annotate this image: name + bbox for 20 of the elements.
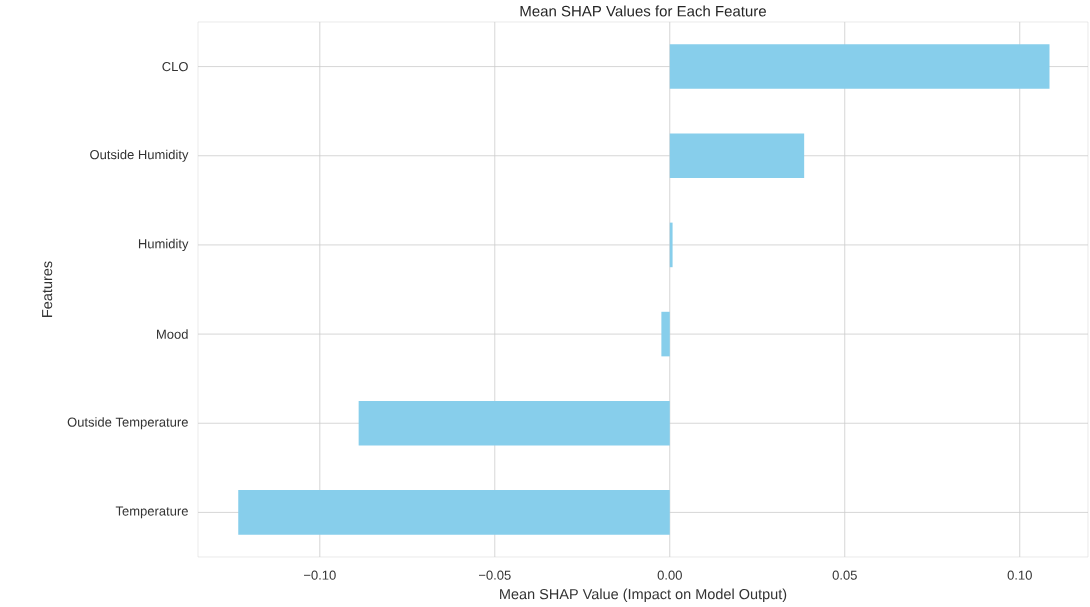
bar (661, 311, 670, 357)
x-tick-label: 0.00 (657, 570, 682, 580)
x-tick-label: 0.10 (1007, 570, 1032, 580)
x-tick-label: −0.05 (478, 570, 511, 580)
y-tick-label: Outside Temperature (67, 417, 188, 430)
bar (669, 133, 805, 179)
y-axis-title: Features (42, 261, 53, 317)
y-tick-label: CLO (162, 61, 188, 72)
bar (669, 222, 673, 268)
y-tick-label: Mood (157, 329, 188, 339)
y-tick-label: Outside Humidity (90, 149, 189, 162)
y-tick-label: Humidity (138, 238, 189, 251)
bar (669, 44, 1050, 89)
bar (238, 490, 670, 535)
y-tick-label: Temperature (115, 506, 188, 519)
x-tick-label: 0.05 (832, 570, 857, 580)
x-tick-label: −0.10 (304, 570, 336, 580)
x-axis-title: Mean SHAP Value (Impact on Model Output) (500, 588, 787, 603)
chart-title: Mean SHAP Values for Each Feature (520, 5, 766, 17)
bar (358, 400, 670, 446)
